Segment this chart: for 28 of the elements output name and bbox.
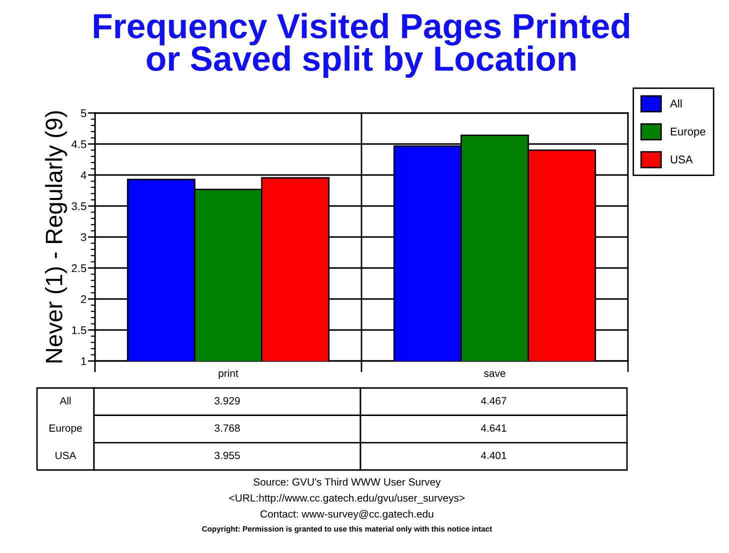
text: Contact: www-survey@cc.gatech.edu — [260, 510, 434, 520]
x-tick-label: save — [484, 371, 506, 377]
legend-label: USA — [670, 156, 693, 164]
y-tick-label: 3.5 — [72, 202, 86, 210]
y-tick-label: 1 — [81, 357, 86, 366]
y-tick-label: 3 — [80, 233, 86, 242]
x-tick-label: print — [218, 369, 238, 380]
data-label: 4.401 — [480, 452, 506, 460]
y-tick-label: 1.5 — [72, 326, 86, 334]
source-note: Source: GVU's Third WWW User Survey — [254, 478, 441, 488]
text: USA — [56, 452, 76, 460]
y-tick-label: 2.5 — [72, 264, 86, 272]
y-tick-label: 5 — [80, 109, 86, 118]
text: Europe — [50, 424, 82, 434]
y-tick-label: 4.5 — [71, 140, 86, 148]
legend-label: Europe — [670, 128, 706, 138]
text: <URL:http://www.cc.gatech.edu/gvu/user_surveys> — [229, 494, 465, 504]
y-tick-label: 4 — [80, 171, 86, 180]
data-label: 3.955 — [214, 452, 240, 460]
y-tick-label: 2 — [81, 295, 86, 304]
y-axis-title: Never (1) - Regularly (9) — [45, 111, 68, 362]
chart-title: Frequency Visited Pages Printed or Saved split by Location — [94, 13, 630, 78]
data-label: 3.929 — [214, 397, 240, 404]
data-label: 4.641 — [480, 424, 506, 432]
legend-label: All — [670, 99, 682, 108]
data-label: 3.768 — [214, 424, 240, 432]
data-label: 4.467 — [480, 397, 506, 404]
text: All — [60, 396, 71, 404]
